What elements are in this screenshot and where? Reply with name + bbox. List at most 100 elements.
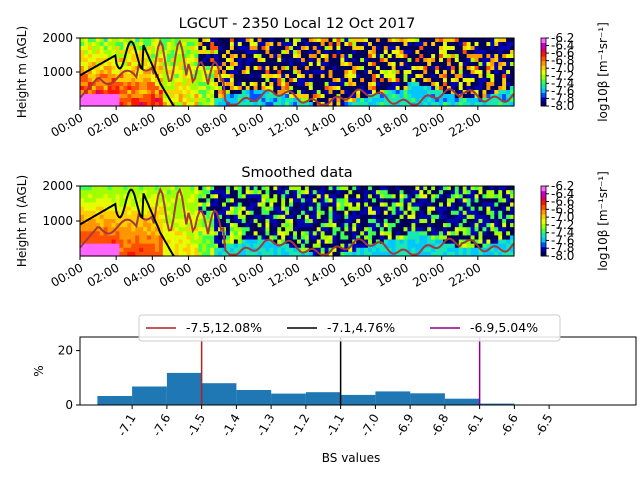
heatmap-cell <box>490 198 495 204</box>
heatmap-cell <box>375 206 381 212</box>
heatmap-cell <box>253 86 259 91</box>
heatmap-cell <box>498 235 503 241</box>
heatmap-cell <box>257 218 263 224</box>
heatmap-cell <box>154 62 160 67</box>
heatmap-cell <box>87 42 93 47</box>
histogram-bar <box>444 398 480 405</box>
heatmap-cell <box>166 50 172 55</box>
heatmap-cell <box>368 186 373 191</box>
heatmap-cell <box>87 198 93 204</box>
heatmap-cell <box>178 90 184 95</box>
heatmap-cell <box>387 54 393 59</box>
heatmap-cell <box>178 227 184 232</box>
heatmap-cell <box>237 214 243 220</box>
heatmap-cell <box>328 102 334 107</box>
heatmap-cell <box>336 194 341 199</box>
heatmap-cell <box>383 247 389 253</box>
heatmap-cell <box>273 62 278 67</box>
heatmap-cell <box>300 243 306 249</box>
heatmap-cell <box>482 223 487 228</box>
heatmap-cell <box>265 235 270 241</box>
heatmap-cell <box>281 86 286 91</box>
heatmap-cell <box>395 74 401 79</box>
heatmap-cell <box>360 231 365 237</box>
heatmap-cell <box>387 231 393 237</box>
heatmap-cell <box>403 58 409 63</box>
heatmap-cell <box>229 202 235 208</box>
heatmap-cell <box>218 98 223 103</box>
heatmap-cell <box>186 74 192 79</box>
heatmap-cell <box>210 38 215 43</box>
heatmap-cell <box>474 78 480 83</box>
heatmap-cell <box>253 210 259 216</box>
heatmap-cell <box>470 210 476 216</box>
heatmap-cell <box>506 70 511 75</box>
heatmap-cell <box>360 38 365 43</box>
heatmap-cell <box>249 42 255 47</box>
heatmap-cell <box>95 198 101 204</box>
heatmap-cell <box>99 190 105 195</box>
heatmap-cell <box>340 98 345 103</box>
heatmap-cell <box>162 223 168 228</box>
heatmap-cell <box>143 62 148 67</box>
heatmap-cell <box>170 58 176 63</box>
heatmap-cell <box>423 202 428 208</box>
heatmap-cell <box>375 82 381 87</box>
heatmap-cell <box>411 186 416 191</box>
heatmap-cell <box>253 202 259 208</box>
heatmap-cell <box>111 223 117 228</box>
heatmap-cell <box>427 239 432 245</box>
heatmap-cell <box>293 210 298 216</box>
heatmap-cell <box>502 202 507 208</box>
heatmap-cell <box>229 90 235 95</box>
heatmap-cell <box>360 46 365 51</box>
heatmap-cell <box>320 214 326 220</box>
heatmap-cell <box>482 74 487 79</box>
heatmap-cell <box>265 190 270 195</box>
heatmap-cell <box>415 50 420 55</box>
heatmap-cell <box>218 58 223 63</box>
heatmap-cell <box>316 54 322 59</box>
heatmap-cell <box>395 82 401 87</box>
heatmap-cell <box>190 190 196 195</box>
xtick-label: -6.9 <box>393 412 417 439</box>
heatmap-cell <box>119 38 124 43</box>
heatmap-cell <box>312 78 318 83</box>
panel1-title: LGCUT - 2350 Local 12 Oct 2017 <box>179 16 416 32</box>
heatmap-cell <box>442 190 448 195</box>
heatmap-cell <box>510 223 515 228</box>
heatmap-cell <box>312 243 318 249</box>
heatmap-cell <box>210 239 215 245</box>
heatmap-cell <box>198 78 203 83</box>
heatmap-cell <box>328 46 334 51</box>
heatmap-cell <box>182 223 188 228</box>
heatmap-cell <box>316 247 322 253</box>
heatmap-cell <box>210 198 215 204</box>
heatmap-cell <box>233 78 239 83</box>
heatmap-cell <box>127 186 132 191</box>
heatmap-cell <box>320 86 326 91</box>
heatmap-cell <box>253 50 259 55</box>
heatmap-cell <box>399 58 405 63</box>
heatmap-cell <box>371 247 377 253</box>
heatmap-cell <box>336 198 341 204</box>
heatmap-cell <box>229 186 235 191</box>
heatmap-cell <box>375 38 381 43</box>
heatmap-cell <box>269 98 274 103</box>
heatmap-cell <box>241 235 247 241</box>
heatmap-cell <box>387 90 393 95</box>
heatmap-cell <box>115 239 121 245</box>
heatmap-cell <box>478 214 484 220</box>
heatmap-cell <box>147 218 152 224</box>
heatmap-cell <box>174 247 180 253</box>
heatmap-cell <box>340 94 345 99</box>
panel2-title: Smoothed data <box>241 165 352 181</box>
heatmap-cell <box>154 42 160 47</box>
heatmap-cell <box>285 82 290 87</box>
heatmap-cell <box>91 62 97 67</box>
ytick-label: 2000 <box>42 179 73 193</box>
heatmap-cell <box>399 94 405 99</box>
heatmap-cell <box>320 223 326 228</box>
heatmap-cell <box>300 74 306 79</box>
heatmap-cell <box>356 58 361 63</box>
